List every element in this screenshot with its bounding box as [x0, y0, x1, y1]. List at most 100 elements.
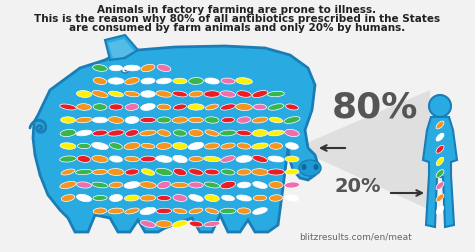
Ellipse shape [172, 220, 188, 228]
Ellipse shape [172, 91, 188, 97]
Ellipse shape [285, 104, 298, 110]
Ellipse shape [189, 117, 203, 123]
Ellipse shape [140, 195, 156, 201]
Ellipse shape [220, 130, 236, 136]
Ellipse shape [220, 104, 236, 110]
Ellipse shape [124, 182, 140, 188]
Ellipse shape [221, 117, 235, 123]
Ellipse shape [60, 156, 76, 162]
Ellipse shape [285, 156, 299, 162]
Ellipse shape [76, 182, 92, 188]
Ellipse shape [125, 169, 139, 175]
Text: blitzresults.com/en/meat: blitzresults.com/en/meat [299, 233, 411, 241]
Ellipse shape [252, 130, 268, 136]
Ellipse shape [93, 208, 107, 214]
Ellipse shape [108, 169, 124, 175]
Ellipse shape [436, 206, 444, 214]
Ellipse shape [124, 156, 139, 162]
Ellipse shape [140, 182, 156, 188]
Ellipse shape [436, 182, 444, 190]
Ellipse shape [156, 168, 172, 176]
Ellipse shape [110, 195, 123, 202]
Ellipse shape [221, 156, 235, 162]
Ellipse shape [268, 104, 284, 110]
Ellipse shape [205, 208, 218, 214]
Ellipse shape [141, 143, 155, 149]
Ellipse shape [157, 65, 171, 72]
Ellipse shape [156, 156, 172, 162]
Ellipse shape [436, 157, 444, 166]
Ellipse shape [237, 143, 251, 149]
Ellipse shape [172, 117, 188, 123]
Ellipse shape [204, 91, 220, 97]
Ellipse shape [108, 78, 124, 84]
Ellipse shape [109, 65, 123, 71]
Ellipse shape [237, 117, 251, 123]
Ellipse shape [125, 104, 139, 110]
Ellipse shape [269, 195, 283, 201]
Ellipse shape [253, 104, 266, 110]
Ellipse shape [156, 220, 172, 227]
Ellipse shape [189, 78, 203, 84]
Ellipse shape [140, 207, 156, 215]
Ellipse shape [124, 195, 140, 201]
Ellipse shape [188, 104, 204, 110]
Ellipse shape [221, 143, 235, 149]
Ellipse shape [252, 169, 268, 175]
Ellipse shape [205, 195, 219, 202]
Polygon shape [105, 35, 138, 60]
Ellipse shape [76, 130, 92, 136]
Ellipse shape [204, 182, 219, 188]
Ellipse shape [140, 130, 156, 136]
Polygon shape [33, 46, 318, 232]
Ellipse shape [93, 104, 107, 110]
Ellipse shape [253, 182, 267, 188]
Ellipse shape [108, 130, 124, 136]
Ellipse shape [93, 196, 107, 201]
Ellipse shape [124, 142, 140, 150]
Ellipse shape [221, 169, 235, 175]
Ellipse shape [156, 143, 171, 149]
Ellipse shape [253, 155, 267, 163]
Ellipse shape [61, 169, 75, 175]
Ellipse shape [252, 117, 268, 123]
Ellipse shape [203, 156, 220, 162]
Ellipse shape [92, 90, 108, 98]
Ellipse shape [76, 90, 92, 98]
Ellipse shape [156, 208, 172, 214]
Ellipse shape [173, 130, 187, 136]
Ellipse shape [173, 155, 187, 163]
Ellipse shape [76, 169, 93, 175]
Ellipse shape [436, 194, 444, 202]
Ellipse shape [205, 143, 219, 149]
Ellipse shape [109, 143, 123, 149]
Ellipse shape [189, 91, 203, 97]
Ellipse shape [221, 195, 235, 201]
Ellipse shape [205, 78, 219, 84]
Ellipse shape [93, 78, 107, 84]
Ellipse shape [92, 182, 108, 188]
Ellipse shape [205, 169, 219, 175]
Ellipse shape [93, 130, 107, 136]
Ellipse shape [237, 169, 251, 175]
Ellipse shape [60, 143, 76, 149]
Ellipse shape [220, 91, 236, 97]
Ellipse shape [108, 208, 124, 214]
Ellipse shape [93, 117, 107, 123]
Ellipse shape [189, 195, 203, 201]
Ellipse shape [237, 91, 251, 97]
Ellipse shape [93, 169, 107, 175]
Ellipse shape [314, 164, 319, 170]
Ellipse shape [268, 156, 284, 162]
Ellipse shape [109, 182, 123, 188]
Ellipse shape [238, 208, 251, 214]
Ellipse shape [267, 169, 285, 175]
Ellipse shape [76, 194, 92, 202]
Ellipse shape [108, 117, 124, 123]
Ellipse shape [124, 91, 140, 97]
Ellipse shape [253, 195, 267, 201]
Ellipse shape [125, 208, 139, 214]
Ellipse shape [157, 104, 171, 110]
Ellipse shape [173, 168, 187, 176]
Ellipse shape [124, 65, 140, 71]
